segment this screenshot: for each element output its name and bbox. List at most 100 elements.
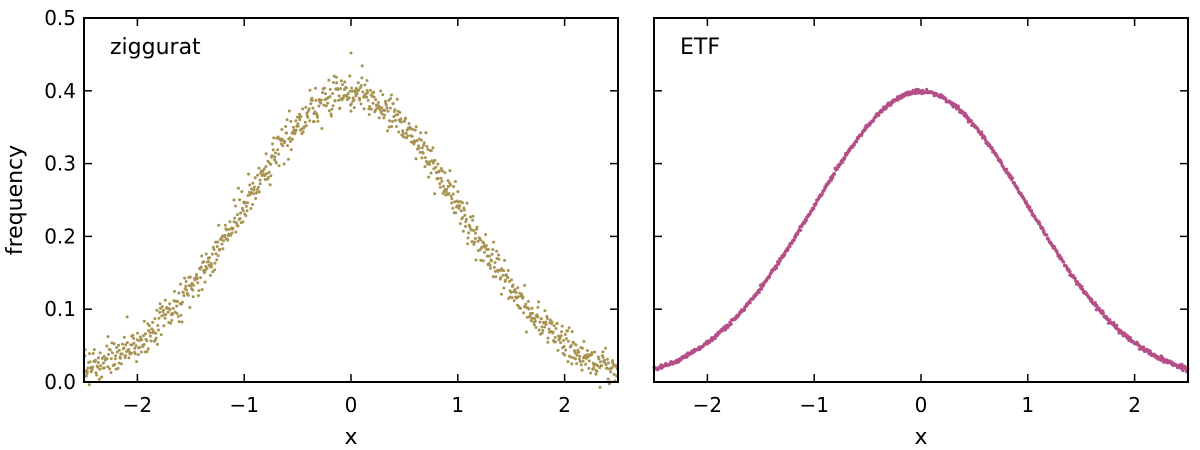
data-point: [270, 154, 274, 158]
data-point: [210, 264, 214, 268]
data-point: [407, 121, 411, 125]
data-point: [358, 98, 362, 102]
x-tick-label: 0: [345, 393, 358, 417]
data-point: [208, 273, 212, 277]
data-point: [420, 146, 424, 150]
data-point: [501, 273, 505, 277]
data-point: [183, 276, 187, 280]
data-point: [191, 295, 195, 299]
data-point: [166, 310, 170, 314]
data-point: [184, 284, 188, 288]
data-point: [537, 300, 541, 304]
data-point: [281, 144, 285, 148]
data-point: [215, 245, 219, 249]
data-point: [168, 307, 172, 311]
data-point: [285, 118, 289, 122]
data-point: [349, 109, 353, 113]
data-point: [258, 182, 262, 186]
data-point: [232, 198, 236, 202]
data-point: [314, 98, 318, 102]
data-point: [112, 342, 116, 346]
data-point: [367, 107, 371, 111]
data-point: [1005, 167, 1009, 171]
data-point: [148, 334, 152, 338]
data-point: [475, 225, 479, 229]
data-point: [529, 319, 533, 323]
data-point: [450, 197, 454, 201]
data-point: [236, 186, 240, 190]
data-point: [580, 346, 584, 350]
data-point: [503, 278, 507, 282]
data-point: [280, 128, 284, 132]
data-point: [799, 228, 803, 232]
data-point: [1108, 318, 1112, 322]
data-point: [377, 116, 381, 120]
data-point: [419, 138, 423, 142]
data-point: [271, 142, 275, 146]
data-point: [526, 299, 530, 303]
data-point: [454, 211, 458, 215]
data-point: [211, 245, 215, 249]
data-point: [98, 351, 102, 355]
data-point: [148, 331, 152, 335]
data-point: [350, 86, 354, 90]
data-point: [170, 318, 174, 322]
data-point: [742, 308, 747, 312]
data-point: [544, 322, 548, 326]
data-point: [106, 335, 110, 339]
data-point: [204, 252, 208, 256]
data-point: [553, 335, 557, 339]
data-point: [324, 104, 328, 108]
data-point: [157, 316, 161, 320]
data-point: [451, 206, 455, 210]
data-point: [592, 366, 596, 370]
data-point: [1078, 283, 1082, 287]
data-point: [471, 218, 475, 222]
data-point: [437, 169, 441, 173]
data-point: [177, 320, 181, 324]
data-point: [272, 136, 276, 140]
data-point: [236, 224, 240, 228]
data-point: [424, 131, 428, 135]
data-point: [582, 340, 586, 344]
data-point: [564, 337, 568, 341]
data-point: [223, 223, 227, 227]
data-point: [158, 302, 162, 306]
data-point: [428, 162, 432, 166]
data-point: [990, 146, 994, 150]
data-point: [98, 367, 102, 371]
data-point: [115, 350, 119, 354]
data-point: [596, 364, 600, 368]
data-point: [93, 358, 97, 362]
data-point: [538, 320, 542, 324]
data-point: [85, 369, 89, 373]
data-point: [1041, 227, 1045, 231]
data-point: [436, 162, 440, 166]
data-point: [97, 377, 101, 381]
data-point: [385, 106, 389, 110]
data-point: [472, 228, 476, 232]
data-point: [877, 113, 881, 117]
data-point: [251, 181, 255, 185]
data-point: [310, 98, 314, 102]
data-point: [540, 331, 544, 335]
data-point: [510, 296, 514, 300]
data-point: [459, 209, 463, 213]
data-point: [590, 351, 594, 355]
data-point: [191, 288, 195, 292]
data-point: [328, 95, 332, 99]
data-point: [235, 221, 238, 225]
data-point: [231, 226, 235, 230]
data-point: [519, 306, 523, 310]
data-point: [605, 366, 609, 370]
ticks-ziggurat: −2 −1 0 1 2 0.0 0.1 0.2 0.3 0.4 0.5: [44, 6, 618, 417]
data-point: [199, 276, 203, 280]
data-point: [414, 157, 418, 161]
data-point: [788, 244, 792, 248]
data-point: [131, 333, 135, 337]
data-point: [142, 342, 146, 346]
data-point: [1141, 345, 1146, 349]
data-point: [175, 312, 179, 316]
data-point: [320, 126, 324, 130]
data-point: [106, 365, 110, 369]
